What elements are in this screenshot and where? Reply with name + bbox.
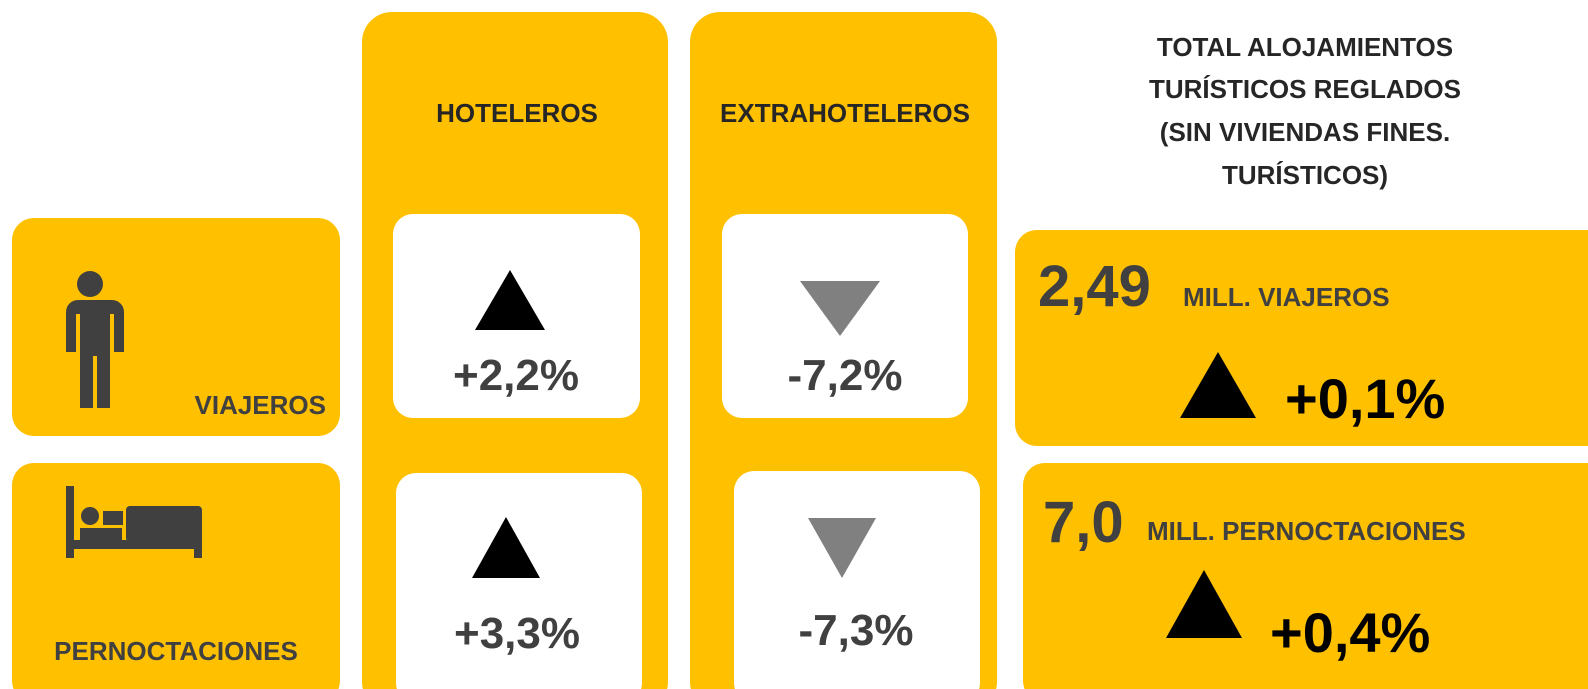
- change: +3,3%: [454, 609, 580, 658]
- change: -7,2%: [788, 351, 903, 400]
- person-icon: [66, 271, 124, 408]
- bed-icon: [66, 486, 202, 558]
- row-label: PERNOCTACIONES: [54, 636, 298, 666]
- total-value: 7,0: [1043, 490, 1124, 555]
- total-title: TURÍSTICOS): [1222, 160, 1388, 190]
- up-arrow: [1166, 570, 1242, 638]
- cell: [396, 473, 642, 689]
- total-pernoctaciones-panel: [1023, 463, 1588, 689]
- total-change: +0,1%: [1285, 367, 1445, 430]
- total-change: +0,4%: [1270, 601, 1430, 664]
- total-title: TURÍSTICOS REGLADOS: [1149, 74, 1461, 104]
- total-title: (SIN VIVIENDAS FINES.: [1160, 117, 1450, 147]
- total-title: TOTAL ALOJAMIENTOS: [1157, 32, 1453, 62]
- change: +2,2%: [453, 351, 579, 400]
- total-value: 2,49: [1038, 254, 1151, 319]
- up-arrow: [472, 517, 540, 578]
- down-arrow: [800, 281, 880, 336]
- down-arrow: [808, 518, 876, 578]
- row-label: VIAJEROS: [195, 390, 327, 420]
- total-unit: MILL. PERNOCTACIONES: [1147, 516, 1466, 546]
- column-header: EXTRAHOTELEROS: [720, 98, 970, 128]
- up-arrow: [1180, 352, 1256, 418]
- up-arrow: [475, 270, 545, 330]
- total-viajeros-panel: [1015, 230, 1588, 446]
- column-header: HOTELEROS: [436, 98, 598, 128]
- cell: [734, 471, 980, 689]
- change: -7,3%: [799, 606, 914, 655]
- total-unit: MILL. VIAJEROS: [1183, 282, 1390, 312]
